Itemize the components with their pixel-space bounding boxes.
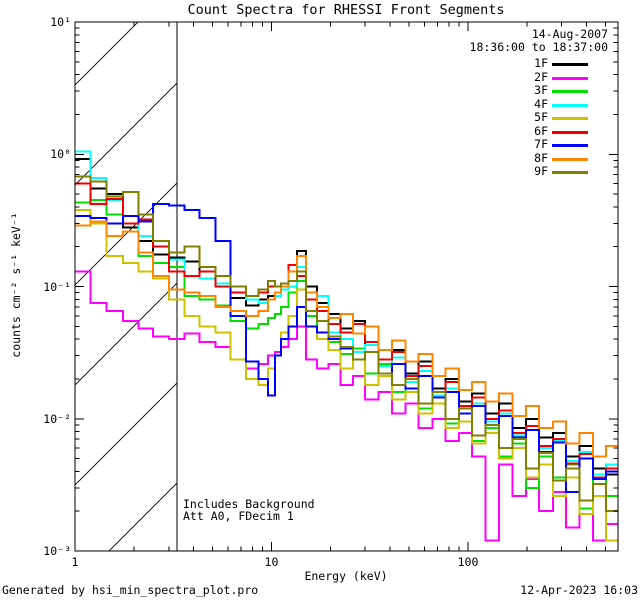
legend-label-9F: 9F (534, 164, 548, 178)
y-tick-label-10⁻²: 10⁻² (43, 411, 71, 426)
legend-swatch-6F (552, 130, 588, 134)
legend-label-2F: 2F (534, 69, 548, 84)
axes-frame (74, 21, 619, 552)
observation-time-interval: 18:36:00 to 18:37:00 (469, 40, 608, 54)
legend-item-2F: 2F (460, 69, 600, 84)
observation-date: 14-Aug-2007 (531, 27, 608, 41)
series-9F-line (75, 175, 618, 513)
series-8F-line (75, 220, 618, 458)
legend-swatch-9F (552, 171, 588, 174)
y-tick-label-10⁻³: 10⁻³ (43, 544, 71, 558)
generator-credit: Generated by hsi_min_spectra_plot.pro (2, 583, 259, 597)
legend-item-6F: 6F (460, 123, 600, 138)
legend-label-6F: 6F (534, 123, 548, 138)
legend-item-5F: 5F (460, 111, 600, 124)
legend-item-3F: 3F (460, 84, 600, 97)
legend-item-7F: 7F (460, 138, 600, 151)
legend-swatch-8F (552, 157, 588, 161)
y-tick-label-10⁻¹: 10⁻¹ (43, 279, 71, 294)
y-axis-label: counts cm⁻² s⁻¹ keV⁻¹ (9, 212, 23, 358)
x-axis-label: Energy (keV) (304, 569, 388, 583)
legend-swatch-2F (552, 76, 588, 80)
x-tick-label-1: 1 (71, 555, 79, 569)
legend-label-5F: 5F (534, 110, 548, 124)
x-tick-label-100: 100 (457, 555, 479, 569)
annotation-attenuator-state: Att A0, FDecim 1 (183, 509, 294, 523)
legend-item-9F: 9F (460, 165, 600, 178)
plot-creation-timestamp: 12-Apr-2023 16:03 (520, 583, 638, 597)
y-tick-label-10⁰: 10⁰ (50, 147, 71, 162)
series-2F-line (75, 270, 618, 542)
legend-swatch-7F (552, 144, 588, 147)
legend-item-1F: 1F (460, 57, 600, 70)
legend-label-4F: 4F (534, 96, 548, 111)
legend-swatch-4F (552, 103, 588, 107)
legend-label-7F: 7F (534, 137, 548, 151)
annotation-includes-background: Includes Background (183, 497, 315, 511)
legend-item-8F: 8F (460, 150, 600, 165)
legend-item-4F: 4F (460, 96, 600, 111)
legend-label-8F: 8F (534, 150, 548, 165)
legend-label-1F: 1F (534, 56, 548, 70)
x-tick-label-10: 10 (264, 555, 279, 569)
legend-swatch-1F (552, 63, 588, 66)
legend-swatch-3F (552, 90, 588, 93)
legend-swatch-5F (552, 117, 588, 120)
low-energy-hatch-region (75, 22, 178, 551)
legend-label-3F: 3F (534, 83, 548, 97)
y-tick-label-10¹: 10¹ (50, 15, 71, 29)
plot-title: Count Spectra for RHESSI Front Segments (187, 2, 505, 18)
series-group (75, 150, 618, 542)
